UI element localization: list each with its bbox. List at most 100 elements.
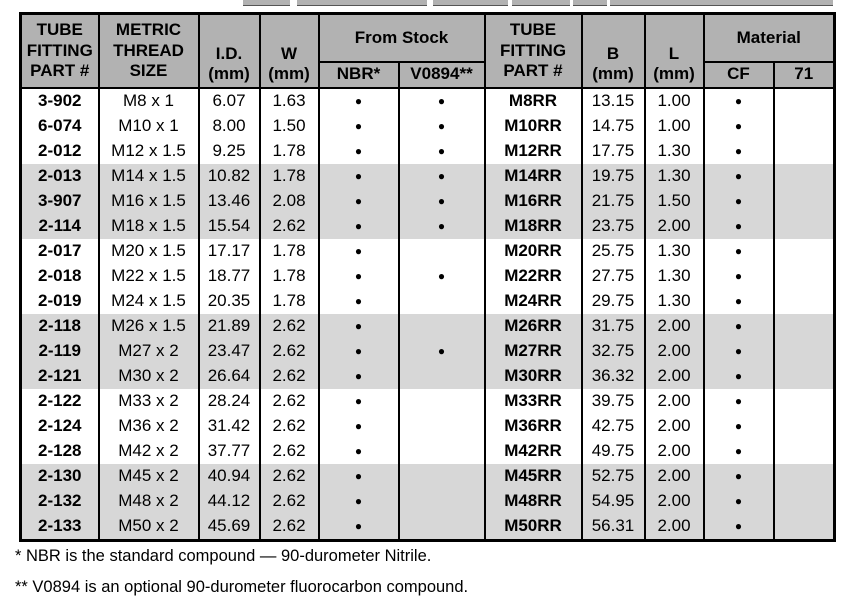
id-cell: 17.17 [197,238,261,264]
id-cell: 44.12 [197,488,261,514]
w-cell: 1.78 [258,238,320,264]
table-row: 3-907 M16 x 1.5 13.46 2.08 ● ● M16RR 21.… [19,188,836,214]
w-cell: 2.62 [258,513,320,540]
material-71-dot-cell [772,388,836,414]
part-number-cell: 3-907 [19,188,100,214]
table-row: 6-074 M10 x 1 8.00 1.50 ● ● M10RR 14.75 … [19,113,836,139]
header-b-mm: B (mm) [580,13,646,89]
header-metric-thread-size: METRIC THREAD SIZE [97,13,200,89]
b-cell: 13.15 [580,87,646,114]
nbr-stock-dot-cell: ● [317,113,400,139]
b-cell: 21.75 [580,188,646,214]
material-71-dot-cell [772,288,836,314]
rr-part-number-cell: M48RR [483,488,583,514]
rr-part-number-cell: M22RR [483,263,583,289]
table-row: 2-012 M12 x 1.5 9.25 1.78 ● ● M12RR 17.7… [19,138,836,164]
b-cell: 42.75 [580,413,646,439]
b-cell: 27.75 [580,263,646,289]
part-number-cell: 6-074 [19,113,100,139]
v0894-stock-dot-cell [397,238,486,264]
cf-material-dot-cell: ● [702,388,775,414]
header-material: Material [702,13,836,63]
thread-size-cell: M22 x 1.5 [97,263,200,289]
part-number-cell: 2-017 [19,238,100,264]
table-row: 2-124 M36 x 2 31.42 2.62 ● M36RR 42.75 2… [19,413,836,439]
id-cell: 21.89 [197,313,261,339]
rr-part-number-cell: M8RR [483,87,583,114]
nbr-stock-dot-cell: ● [317,238,400,264]
w-cell: 2.62 [258,413,320,439]
w-cell: 1.50 [258,113,320,139]
cf-material-dot-cell: ● [702,263,775,289]
cropped-cell [610,0,833,6]
cf-material-dot-cell: ● [702,87,775,114]
part-number-cell: 2-128 [19,438,100,464]
l-cell: 1.30 [643,288,705,314]
b-cell: 56.31 [580,513,646,540]
header-l-mm: L (mm) [643,13,705,89]
header-cf: CF [702,61,775,89]
v0894-stock-dot-cell: ● [397,87,486,114]
v0894-stock-dot-cell [397,388,486,414]
material-71-dot-cell [772,238,836,264]
cf-material-dot-cell: ● [702,463,775,489]
table-row: 2-121 M30 x 2 26.64 2.62 ● M30RR 36.32 2… [19,363,836,389]
header-tube-fitting-part-left: TUBE FITTING PART # [19,13,100,89]
nbr-stock-dot-cell: ● [317,488,400,514]
l-cell: 2.00 [643,213,705,239]
v0894-stock-dot-cell [397,288,486,314]
b-cell: 14.75 [580,113,646,139]
cf-material-dot-cell: ● [702,513,775,540]
l-cell: 1.50 [643,188,705,214]
material-71-dot-cell [772,113,836,139]
id-cell: 18.77 [197,263,261,289]
table-row: 3-902 M8 x 1 6.07 1.63 ● ● M8RR 13.15 1.… [19,87,836,114]
rr-part-number-cell: M16RR [483,188,583,214]
nbr-stock-dot-cell: ● [317,288,400,314]
b-cell: 39.75 [580,388,646,414]
w-cell: 2.62 [258,388,320,414]
rr-part-number-cell: M42RR [483,438,583,464]
header-id-mm: I.D. (mm) [197,13,261,89]
header-from-stock: From Stock [317,13,486,63]
cf-material-dot-cell: ● [702,488,775,514]
b-cell: 54.95 [580,488,646,514]
l-cell: 2.00 [643,513,705,540]
table-row: 2-132 M48 x 2 44.12 2.62 ● M48RR 54.95 2… [19,488,836,514]
part-number-cell: 2-013 [19,163,100,189]
thread-size-cell: M12 x 1.5 [97,138,200,164]
id-cell: 28.24 [197,388,261,414]
l-cell: 2.00 [643,363,705,389]
l-cell: 2.00 [643,338,705,364]
b-cell: 31.75 [580,313,646,339]
w-cell: 1.78 [258,263,320,289]
cropped-table-edge [243,0,833,6]
rr-part-number-cell: M36RR [483,413,583,439]
v0894-stock-dot-cell [397,313,486,339]
id-cell: 37.77 [197,438,261,464]
table-row: 2-119 M27 x 2 23.47 2.62 ● ● M27RR 32.75… [19,338,836,364]
cf-material-dot-cell: ● [702,138,775,164]
rr-part-number-cell: M10RR [483,113,583,139]
id-cell: 26.64 [197,363,261,389]
cf-material-dot-cell: ● [702,288,775,314]
tube-fitting-spec-table: TUBE FITTING PART # METRIC THREAD SIZE I… [19,12,836,542]
material-71-dot-cell [772,213,836,239]
nbr-stock-dot-cell: ● [317,413,400,439]
material-71-dot-cell [772,313,836,339]
part-number-cell: 2-132 [19,488,100,514]
v0894-stock-dot-cell: ● [397,113,486,139]
table-row: 2-133 M50 x 2 45.69 2.62 ● M50RR 56.31 2… [19,513,836,540]
nbr-stock-dot-cell: ● [317,438,400,464]
l-cell: 1.30 [643,263,705,289]
part-number-cell: 2-019 [19,288,100,314]
v0894-stock-dot-cell: ● [397,138,486,164]
cf-material-dot-cell: ● [702,213,775,239]
table-row: 2-017 M20 x 1.5 17.17 1.78 ● M20RR 25.75… [19,238,836,264]
table-row: 2-013 M14 x 1.5 10.82 1.78 ● ● M14RR 19.… [19,163,836,189]
table-body: 3-902 M8 x 1 6.07 1.63 ● ● M8RR 13.15 1.… [19,87,836,540]
nbr-stock-dot-cell: ● [317,213,400,239]
nbr-stock-dot-cell: ● [317,263,400,289]
v0894-stock-dot-cell: ● [397,213,486,239]
thread-size-cell: M27 x 2 [97,338,200,364]
